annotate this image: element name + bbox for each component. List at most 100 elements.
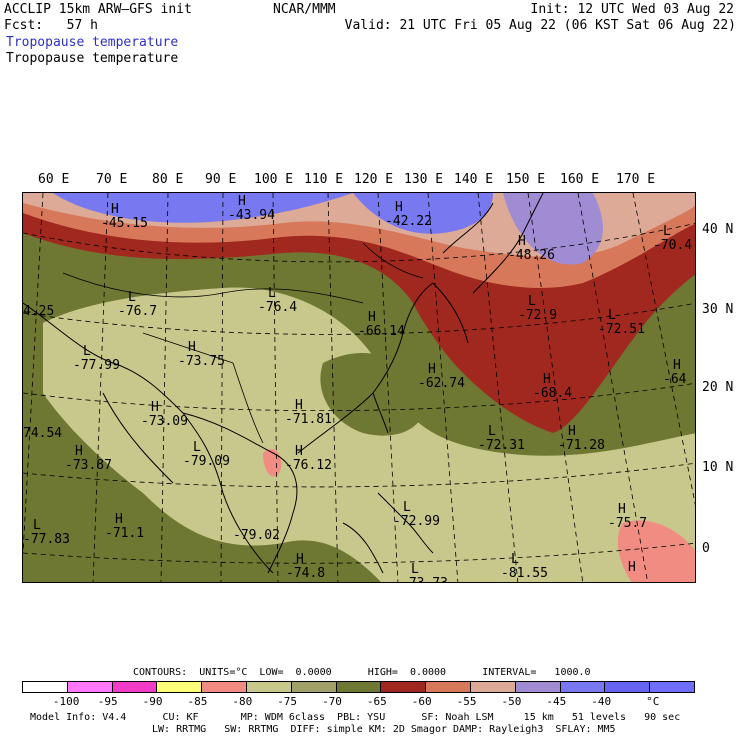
field-layer-olive-china — [320, 353, 425, 436]
lon-label: 120 E — [354, 172, 394, 187]
colorbar-tick-label: -40 — [591, 695, 612, 708]
center-value: -76.4 — [258, 300, 297, 315]
center-value: -79.02 — [233, 528, 280, 543]
contour-info: CONTOURS: UNITS=°C LOW= 0.0000 HIGH= 0.0… — [133, 667, 591, 678]
high-marker: H — [296, 552, 304, 567]
colorbar-swatch — [650, 682, 694, 692]
lon-label: 90 E — [205, 172, 237, 187]
high-marker: H — [673, 358, 681, 373]
high-marker: H — [518, 234, 526, 249]
colorbar-swatch — [515, 682, 561, 692]
colorbar-tick-label: -90 — [142, 695, 163, 708]
center-value: -43.94 — [228, 208, 275, 223]
colorbar-swatch — [246, 682, 292, 692]
high-marker: H — [238, 194, 246, 209]
lat-label: 20 N — [702, 380, 734, 395]
lon-label: 130 E — [404, 172, 444, 187]
colorbar-swatch — [560, 682, 606, 692]
lon-label: 150 E — [506, 172, 546, 187]
colorbar-tick-label: °C — [646, 695, 660, 708]
high-marker: H — [111, 202, 119, 217]
center-value: -64 — [663, 372, 687, 387]
colorbar-tick-label: -75 — [277, 695, 298, 708]
colorbar-swatch — [67, 682, 113, 692]
center-value: 74.54 — [23, 426, 62, 441]
center-value: -76.7 — [118, 304, 157, 319]
colorbar-tick-label: -70 — [322, 695, 342, 708]
pressure-centers: H-45.15H-43.94H-42.22H-48.26L-70.44.25L-… — [23, 194, 692, 583]
lat-label: 10 N — [702, 460, 734, 475]
colorbar-tick-label: -45 — [546, 695, 567, 708]
colorbar-tick-label: -85 — [187, 695, 208, 708]
center-value: -74.8 — [286, 566, 325, 581]
low-marker: L — [268, 286, 276, 301]
colorbar-swatch — [426, 682, 471, 692]
map-panel: H -45.15 H -43.94 H -42.22 H -48.26 L -70.4 4.25 L -… — [22, 192, 696, 583]
lat-label: 30 N — [702, 302, 734, 317]
colorbar-swatch — [112, 682, 158, 692]
center-value: -71.81 — [285, 412, 332, 427]
lon-label: 60 E — [38, 172, 70, 187]
high-marker: H — [295, 398, 303, 413]
low-marker: L — [511, 552, 519, 567]
center-value: -77.83 — [23, 532, 70, 547]
high-marker: H — [543, 372, 551, 387]
field-layer-lavender-east — [503, 193, 603, 265]
center-value: -72.31 — [478, 438, 525, 453]
lat-label: 0 — [702, 541, 710, 556]
model-physics: LW: RRTMG SW: RRTMG DIFF: simple KM: 2D … — [152, 724, 616, 735]
forecast-hour: Fcst: 57 h — [4, 18, 98, 33]
low-marker: L — [128, 290, 136, 305]
center-value: 4.25 — [23, 304, 54, 319]
center-value: -71.28 — [558, 438, 605, 453]
center-value: -72.9 — [518, 308, 557, 323]
center-value: -45.15 — [101, 216, 148, 231]
center-value: -62.74 — [418, 376, 465, 391]
center-value: -42.22 — [385, 214, 432, 229]
low-marker: L — [193, 440, 201, 455]
high-marker: H — [568, 424, 576, 439]
center-value: -77.99 — [73, 358, 120, 373]
center-value: -73.87 — [65, 458, 112, 473]
graticule — [23, 193, 695, 582]
lon-label: 110 E — [304, 172, 344, 187]
colorbar-swatch — [605, 682, 651, 692]
center-value: -72.51 — [598, 322, 645, 337]
init-time: Init: 12 UTC Wed 03 Aug 22 — [530, 2, 735, 17]
model-info: Model Info: V4.4 CU: KF MP: WDM 6class P… — [30, 712, 681, 723]
field-title-black: Tropopause temperature — [6, 51, 179, 66]
center-value: -66.14 — [358, 324, 405, 339]
colorbar — [22, 681, 695, 693]
colorbar-swatch — [202, 682, 247, 692]
center-value: -72.99 — [393, 514, 440, 529]
low-marker: L — [33, 518, 41, 533]
center-value: -81.55 — [501, 566, 548, 581]
high-marker: H — [75, 444, 83, 459]
center-value: -73.73 — [401, 576, 448, 583]
center-value: -73.75 — [178, 354, 225, 369]
high-marker: H — [618, 502, 626, 517]
high-marker: H — [295, 444, 303, 459]
lat-label: 40 N — [702, 222, 734, 237]
low-marker: L — [411, 562, 419, 577]
high-marker: H — [368, 310, 376, 325]
lon-label: 170 E — [616, 172, 656, 187]
colorbar-swatch — [157, 682, 203, 692]
low-marker: L — [403, 500, 411, 515]
model-title: ACCLIP 15km ARW–GFS init — [4, 2, 192, 17]
high-marker: H — [151, 400, 159, 415]
high-marker: H — [395, 200, 403, 215]
lon-label: 100 E — [254, 172, 294, 187]
center-value: -70.4 — [653, 238, 692, 253]
center-value: -48.26 — [508, 248, 555, 263]
country-borders — [62, 242, 424, 444]
high-marker: H — [628, 560, 636, 575]
colorbar-tick-label: -95 — [97, 695, 118, 708]
colorbar-swatch — [336, 682, 382, 692]
colorbar-tick-label: -65 — [366, 695, 387, 708]
colorbar-tick-label: -55 — [456, 695, 477, 708]
center-value: -75.7 — [608, 516, 647, 531]
low-marker: L — [663, 224, 671, 239]
colorbar-swatch — [470, 682, 516, 692]
field-layer-blue-west — [53, 193, 353, 223]
